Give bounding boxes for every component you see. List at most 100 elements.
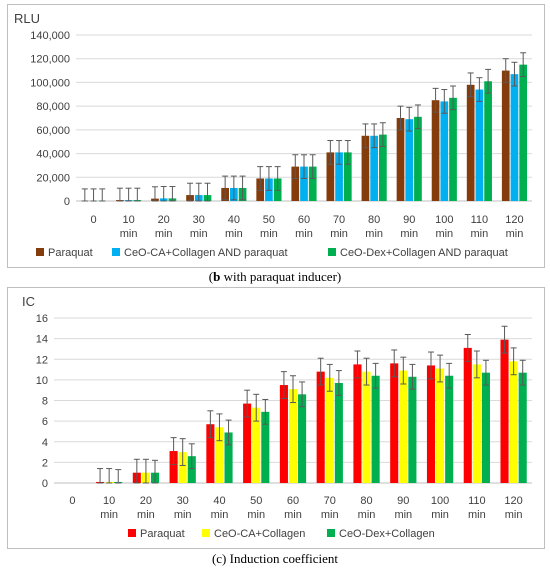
y-tick-label: 140,000 [30,30,70,42]
y-tick-label: 40,000 [36,149,70,161]
bar [361,135,370,201]
bar [206,424,215,483]
bar [243,403,252,483]
bar [187,456,196,483]
bar [440,101,449,201]
chart-c-svg: IC 0 2 4 6 8 10 12 14 16 0 10 min 20 min 30 min 40 min 50 mi… [22,294,532,540]
y-tick-label: 4 [42,437,48,449]
x-tick-label: 30 [177,495,189,507]
legend-swatch [327,529,335,537]
x-tick-label: 110 [471,214,489,226]
legend-label: CeO-Dex+Collagen [339,528,435,540]
x-tick-label-unit: min [137,509,155,521]
caption-c: (c) Induction coefficient [211,551,339,566]
legend-swatch [328,248,336,256]
legend-swatch [112,248,120,256]
x-tick-label: 60 [287,495,299,507]
bar [169,451,178,483]
bar [481,372,490,483]
bar [261,411,270,483]
bar [399,370,408,483]
bar [390,363,399,483]
x-tick-label: 70 [324,495,336,507]
x-tick-label-unit: min [295,228,313,240]
y-tick-label: 80,000 [36,101,70,113]
bar [308,166,317,201]
x-tick-label: 10 [103,495,115,507]
x-tick-label-unit: min [190,228,208,240]
chart-b-svg: RLU 0 20,000 40,000 60,000 80,000 100,000 120,0… [14,11,532,259]
x-tick-label: 20 [140,495,152,507]
bar [288,389,298,483]
x-tick-label: 90 [403,214,415,226]
x-tick-label-unit: min [120,228,138,240]
x-tick-label: 100 [431,495,449,507]
x-tick-label-unit: min [247,509,265,521]
legend-label: CeO-CA+Collagen [214,528,305,540]
bar [300,166,308,201]
bar [343,152,352,201]
x-tick-label-unit: min [155,228,173,240]
bar [518,372,527,483]
bar [298,394,307,483]
legend-swatch [128,529,136,537]
legend-label: CeO-CA+Collagen AND paraquat [124,247,288,259]
x-tick-label: 0 [69,495,75,507]
bar [445,375,454,483]
bar [362,371,371,483]
bar [501,70,510,201]
y-tick-label: 12 [36,354,48,366]
x-tick-label-unit: min [365,228,383,240]
x-tick-label: 40 [228,214,240,226]
chart-panel-b: RLU 0 20,000 40,000 60,000 80,000 100,000 120,0… [7,4,545,268]
x-tick-label: 50 [263,214,275,226]
x-tick-label-unit: min [284,509,302,521]
bar [252,407,261,483]
bar [510,74,519,201]
y-tick-label: 0 [64,196,70,208]
x-tick-label-unit: min [211,509,229,521]
y-axis-label: RLU [14,11,40,26]
bar [449,97,457,201]
x-tick-label-unit: min [174,509,192,521]
bar [396,118,405,201]
y-tick-label: 60,000 [36,125,70,137]
x-tick-label-unit: min [330,228,348,240]
bar [379,134,387,201]
y-tick-label: 14 [36,334,48,346]
x-tick-label-unit: min [225,228,243,240]
bar [224,432,233,483]
x-tick-label: 100 [435,214,453,226]
bar [408,376,417,483]
bar [178,452,187,483]
y-tick-label: 8 [42,396,48,408]
bar [279,385,288,483]
y-tick-label: 120,000 [30,54,70,66]
bar [509,361,518,483]
bar [353,364,362,483]
x-tick-label: 60 [298,214,310,226]
x-tick-label-unit: min [260,228,278,240]
x-tick-label-unit: min [400,228,418,240]
bar [463,347,472,483]
x-tick-label-unit: min [435,228,453,240]
x-tick-label: 20 [158,214,170,226]
bar [519,64,528,201]
bar [484,81,492,201]
x-tick-label: 50 [250,495,262,507]
bar [335,152,343,201]
bar [371,375,380,483]
x-tick-label-unit: min [358,509,376,521]
x-tick-label-unit: min [505,509,523,521]
y-tick-label: 16 [36,313,48,325]
x-tick-label: 70 [333,214,345,226]
x-tick-label-unit: min [506,228,524,240]
legend-label: Paraquat [48,247,93,259]
x-tick-label-unit: min [394,509,412,521]
bar [414,116,422,201]
legend-label: Paraquat [140,528,185,540]
x-tick-label-unit: min [471,228,489,240]
x-tick-label: 110 [468,495,486,507]
caption-b-text: with paraquat inducer [220,269,337,284]
bar [500,339,509,483]
